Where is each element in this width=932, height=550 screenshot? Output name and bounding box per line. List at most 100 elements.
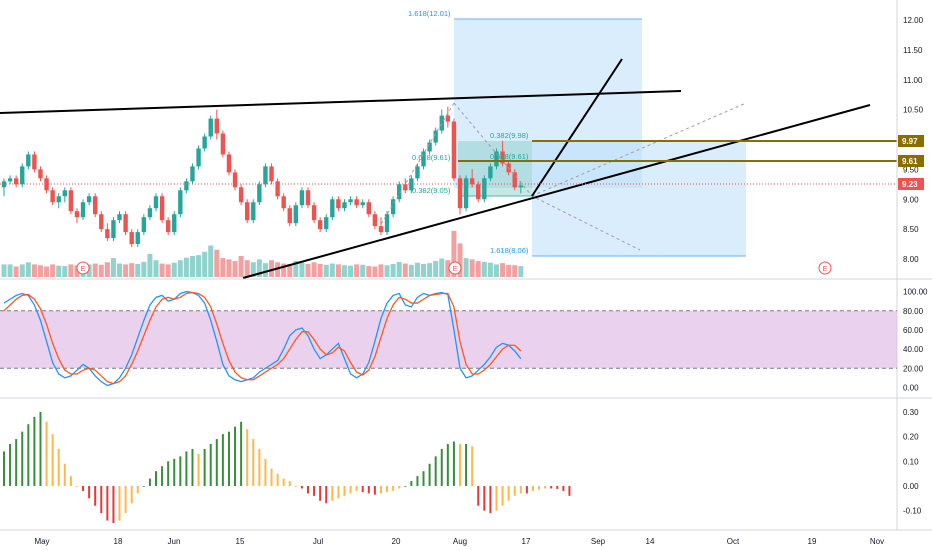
volume-bar [31, 264, 37, 277]
macd-bar [525, 486, 528, 494]
price-candles [1, 106, 523, 248]
candle-body [257, 184, 262, 203]
volume-bar [68, 264, 74, 277]
date-axis[interactable]: May 18 Jun 15 Jul 20 Aug 17 Sep 14 Oct 19 Nov [34, 537, 884, 546]
fib-label-382-high: 0.382(9.98) [490, 131, 529, 140]
macd-bar [57, 448, 60, 486]
candle-body [50, 190, 55, 203]
candle [482, 175, 487, 203]
macd-bar [112, 486, 115, 524]
candle [317, 217, 323, 233]
macd-bar [142, 486, 145, 487]
candle-body [13, 178, 19, 185]
macd-axis[interactable]: 0.30 0.20 0.10 0.00 -0.10 [903, 408, 922, 516]
candle-body [68, 190, 74, 212]
earnings-marker[interactable]: E [448, 261, 462, 275]
volume-bar [256, 259, 262, 277]
earnings-marker[interactable]: E [818, 261, 832, 275]
candle [117, 211, 122, 224]
macd-bar [282, 478, 285, 486]
fib-label-382-low: 0.382(9.05) [412, 186, 451, 195]
candle-body [129, 232, 134, 245]
volume-bar [214, 249, 220, 277]
macd-bar [465, 444, 468, 486]
volume-bar [50, 264, 56, 277]
candle-body [275, 181, 280, 197]
macd-bar [307, 486, 309, 494]
macd-bar [240, 421, 243, 486]
volume-bar [275, 262, 281, 277]
macd-bar [446, 444, 449, 486]
volume-bar [208, 245, 214, 277]
volume-bar [159, 263, 165, 277]
date-tick-label: 20 [392, 537, 401, 546]
volume-bar [360, 264, 366, 277]
candle [348, 196, 353, 206]
macd-tick-label: 0.20 [903, 433, 919, 442]
stochastic-tick-label: 0.00 [903, 383, 919, 392]
candle [512, 169, 517, 191]
candle-body [208, 118, 213, 137]
lower-trendline[interactable] [242, 104, 871, 279]
candle [330, 196, 335, 221]
fib-extension-box-2[interactable] [532, 141, 746, 256]
volume-bar [475, 261, 481, 277]
candle-body [469, 178, 475, 185]
candle-body [20, 166, 25, 185]
candle-body [518, 185, 523, 188]
macd-bar [15, 439, 18, 486]
macd-bar [221, 434, 224, 486]
breakout-trendline[interactable] [531, 58, 623, 197]
macd-bar [386, 486, 389, 493]
candle [184, 178, 189, 194]
upper-trendline[interactable] [0, 90, 682, 114]
earnings-marker[interactable]: E [76, 261, 90, 275]
macd-bar [246, 429, 249, 486]
volume-bar [62, 266, 68, 277]
macd-bar [355, 486, 358, 491]
candle-body [494, 151, 499, 167]
candle [123, 211, 128, 236]
stochastic-tick-label: 100.00 [903, 288, 928, 297]
candle-body [390, 199, 396, 215]
volume-bar [384, 265, 390, 277]
candle-body [80, 202, 86, 218]
candle [74, 208, 80, 224]
candle-body [105, 229, 110, 239]
candle [397, 181, 402, 203]
macd-bar [422, 471, 425, 486]
candle-body [172, 214, 177, 233]
candle [202, 133, 207, 152]
candle [214, 109, 219, 140]
volume-bar [238, 256, 244, 277]
candle-body [445, 115, 451, 122]
macd-bar [519, 486, 522, 494]
macd-bar [203, 448, 206, 486]
earnings-label: E [81, 266, 86, 273]
candle-body [165, 220, 171, 233]
macd-bar [507, 486, 510, 501]
candle-body [184, 181, 189, 191]
candle [129, 229, 134, 248]
volume-bar [439, 258, 445, 277]
candle-body [372, 214, 378, 227]
candle-body [123, 214, 128, 233]
macd-tick-label: 0.30 [903, 408, 919, 417]
volume-bar [189, 256, 195, 277]
macd-bar [337, 486, 340, 499]
volume-bar [44, 266, 50, 277]
earnings-label: E [453, 266, 458, 273]
macd-bar [136, 486, 139, 494]
fib-label-bottom: 1.618(8.06) [490, 246, 529, 255]
stochastic-axis[interactable]: 100.00 80.00 60.00 40.00 20.00 0.00 [903, 288, 928, 393]
volume-bar [1, 264, 7, 277]
candle [111, 217, 116, 242]
candle [275, 178, 280, 200]
price-badge-last: 9.23 [898, 178, 924, 190]
candle [427, 139, 432, 155]
volume-bar [110, 258, 116, 277]
macd-tick-label: -0.10 [903, 507, 922, 516]
candle [238, 184, 244, 206]
